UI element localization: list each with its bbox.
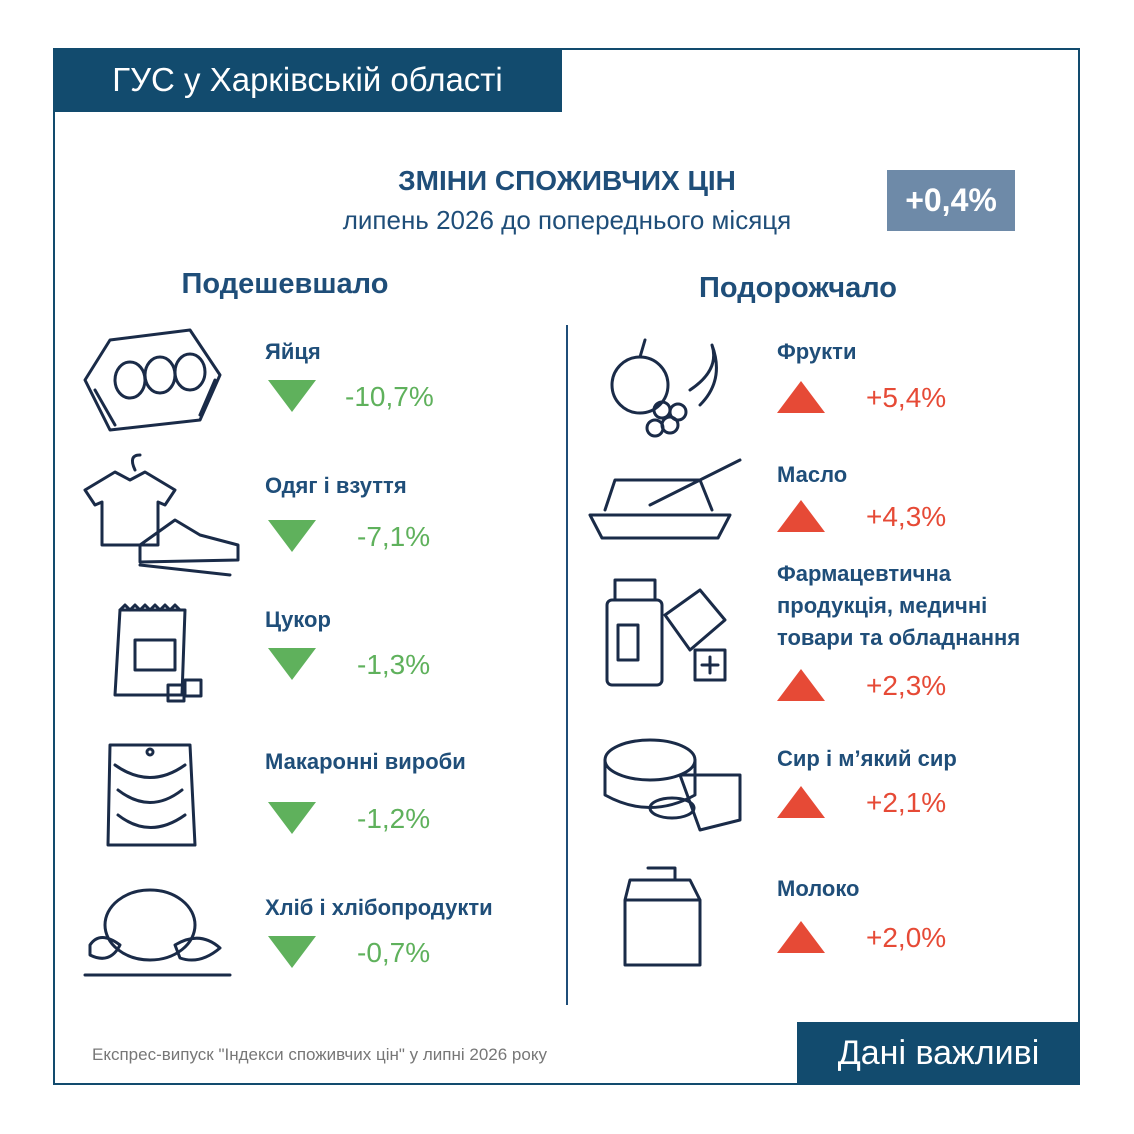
item-change: -10,7% [345,381,434,412]
item-label: Одяг і взуття [265,473,407,498]
fruit-icon [610,338,718,438]
eggs-icon [83,328,222,432]
item-label: Цукор [265,607,331,632]
milk-icon [623,866,702,967]
up-arrow [777,786,825,818]
up-arrow [777,669,825,701]
down-arrow [268,936,316,968]
item-change: +2,0% [866,922,947,953]
subtitle: липень 2026 до попереднього місяця [342,205,792,235]
item-change: +5,4% [866,382,947,413]
up-arrow [777,381,825,413]
butter-icon [588,458,742,540]
item-label: Яйця [265,339,321,364]
column-heading: Подорожчало [699,272,897,304]
item-label: Сир і м’який сир [777,746,957,771]
org-header: ГУС у Харківській області [53,48,562,112]
item-change: -1,3% [357,649,431,680]
item-label: Фрукти [777,339,857,364]
item-change: -7,1% [357,521,431,552]
item-change: +4,3% [866,501,947,532]
item-label: Молоко [777,876,860,901]
item-label: Масло [777,462,848,487]
up-arrow [777,500,825,532]
item-change: -0,7% [357,937,431,968]
down-arrow [268,520,316,552]
total-badge: +0,4% [887,170,1015,231]
item-change: +2,3% [866,670,947,701]
pharma-icon [605,578,727,687]
down-arrow [268,648,316,680]
down-arrow [268,802,316,834]
source-note: Експрес-випуск "Індекси споживчих цін" у… [92,1045,547,1064]
frame [53,48,1080,1085]
item-label: Фармацевтична продукція, медичні товари … [777,561,1021,650]
up-arrow [777,921,825,953]
item-label: Хліб і хлібопродукти [265,895,493,920]
divider [566,325,568,1005]
item-change: +2,1% [866,787,947,818]
title: ЗМІНИ СПОЖИВЧИХ ЦІН [398,165,736,196]
footer-badge: Дані важливі [797,1022,1080,1085]
down-arrow [268,380,316,412]
item-change: -1,2% [357,803,431,834]
column-heading: Подешевшало [181,268,389,300]
sugar-icon [113,603,203,703]
pasta-icon [106,743,197,847]
item-label: Макаронні вироби [265,749,466,774]
clothes-icon [83,453,240,577]
cheese-icon [603,738,742,832]
bread-icon [83,888,232,977]
